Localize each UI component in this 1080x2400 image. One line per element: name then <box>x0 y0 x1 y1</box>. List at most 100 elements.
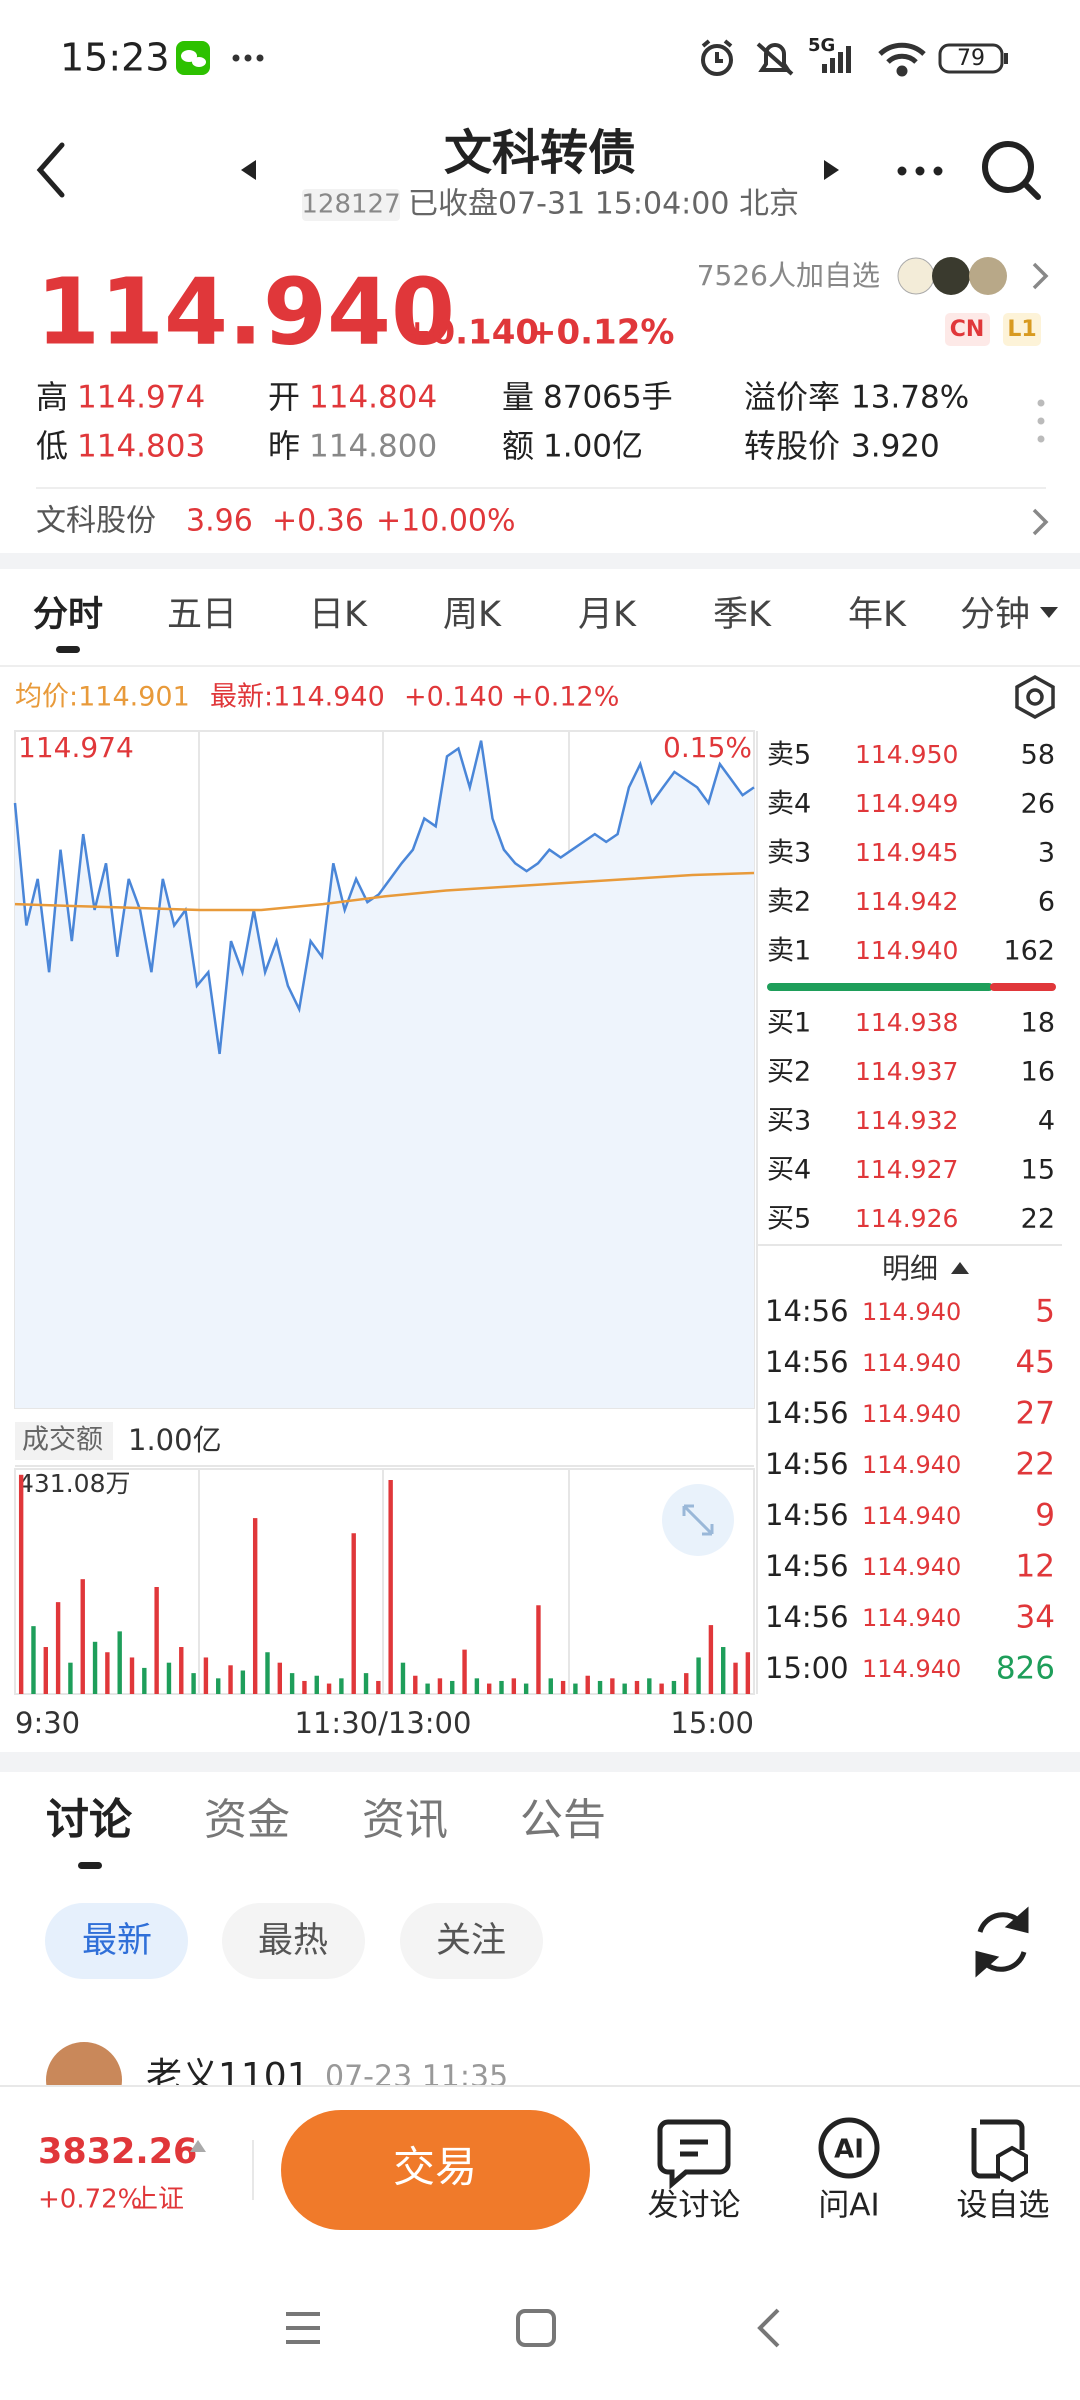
volume-bar <box>474 1678 480 1694</box>
trade-price: 114.940 <box>862 1349 961 1377</box>
y-tick-label: 114.974 <box>18 731 134 764</box>
more-dots <box>232 54 264 62</box>
discussion-tab[interactable]: 资金 <box>204 1796 290 1846</box>
trade-volume: 34 <box>1016 1600 1055 1636</box>
filter-pill[interactable] <box>45 1903 188 1979</box>
period-tab[interactable]: 五日 <box>167 595 237 635</box>
volume-bar <box>573 1683 578 1694</box>
search-button[interactable] <box>982 141 1041 200</box>
underlying-price: 3.96 <box>186 504 253 539</box>
volume-bar <box>179 1647 184 1694</box>
volume-bar <box>43 1647 48 1694</box>
trade-time: 14:56 <box>765 1396 849 1430</box>
discussion-tab[interactable]: 资讯 <box>362 1796 448 1846</box>
underlying-name[interactable]: 文科股份 <box>36 504 156 539</box>
ask-volume: 3 <box>1038 838 1055 869</box>
volume-bar <box>721 1647 726 1694</box>
filter-pill[interactable] <box>400 1903 543 1979</box>
stat-label: 低 <box>36 427 68 465</box>
trades-title[interactable]: 明细 <box>882 1252 938 1285</box>
bid-label: 买4 <box>767 1155 811 1186</box>
period-tab[interactable]: 分时 <box>33 595 103 635</box>
action-label[interactable]: 发讨论 <box>648 2188 741 2224</box>
ask-price: 114.949 <box>855 789 958 818</box>
volume-bar <box>684 1673 689 1694</box>
ask-volume: 162 <box>1003 936 1055 967</box>
volume-bar <box>708 1625 714 1694</box>
bid-volume: 16 <box>1021 1057 1055 1088</box>
x-tick-label: 11:30/13:00 <box>295 1706 472 1740</box>
index-value: 3832.26 <box>38 2132 197 2172</box>
bid-label: 买2 <box>767 1057 811 1088</box>
period-tab[interactable]: 年K <box>848 595 907 635</box>
x-tick-label: 15:00 <box>670 1706 754 1740</box>
chevron[interactable] <box>1032 262 1049 290</box>
bid-label: 买1 <box>767 1008 811 1039</box>
volume-total: 1.00亿 <box>128 1423 222 1457</box>
discussion-tab[interactable]: 公告 <box>520 1796 606 1846</box>
trade-volume: 9 <box>1035 1498 1055 1534</box>
more-button[interactable] <box>897 166 943 176</box>
bid-price: 114.937 <box>855 1057 958 1086</box>
volume-bar <box>622 1683 627 1694</box>
avatar <box>897 257 935 295</box>
stat-value: 13.78% <box>851 380 969 416</box>
tab-indicator <box>78 1862 102 1869</box>
volume-bar <box>129 1657 135 1694</box>
ask-label: 卖2 <box>767 887 811 918</box>
more-stats[interactable] <box>1037 399 1045 443</box>
period-tab[interactable]: 周K <box>443 595 502 635</box>
trade-price: 114.940 <box>862 1400 961 1428</box>
volume-bar <box>536 1605 541 1694</box>
watchlist-icon <box>971 2119 1025 2179</box>
stat-value: 3.920 <box>851 429 940 465</box>
bid-price: 114.938 <box>855 1008 958 1037</box>
volume-bar <box>203 1657 209 1694</box>
action-label[interactable]: 问AI <box>818 2188 879 2224</box>
avatar <box>932 257 970 295</box>
volume-bar <box>92 1641 98 1694</box>
ask-volume: 6 <box>1038 887 1055 918</box>
filter-label[interactable]: 最热 <box>258 1921 328 1961</box>
action-label[interactable]: 设自选 <box>957 2188 1050 2224</box>
volume-bar <box>339 1678 344 1694</box>
bid-volume: 18 <box>1021 1008 1055 1039</box>
period-tab[interactable]: 季K <box>713 595 772 635</box>
ask-price: 114.950 <box>855 740 958 769</box>
settings-button[interactable] <box>1015 674 1055 720</box>
ask-label: 卖3 <box>767 838 811 869</box>
badge <box>945 313 990 346</box>
period-tab[interactable]: 日K <box>309 595 368 635</box>
latest-change-pct: +0.12% <box>511 682 619 713</box>
period-tab[interactable]: 分钟 <box>960 595 1030 635</box>
prev-button[interactable] <box>241 160 256 180</box>
trade-time: 15:00 <box>765 1651 849 1685</box>
bid-price: 114.926 <box>855 1204 958 1233</box>
back-button[interactable] <box>36 142 65 198</box>
next-button[interactable] <box>824 160 839 180</box>
nav-home[interactable] <box>516 2309 556 2347</box>
filter-label[interactable]: 最新 <box>82 1921 152 1961</box>
nav-back[interactable] <box>757 2308 780 2348</box>
volume-bar <box>560 1680 566 1694</box>
trade-button[interactable] <box>281 2110 590 2230</box>
trade-volume: 45 <box>1016 1345 1055 1381</box>
chevron[interactable] <box>1032 508 1049 536</box>
trade-label[interactable]: 交易 <box>393 2143 477 2192</box>
volume-bar <box>486 1683 492 1694</box>
battery-icon <box>1004 53 1008 64</box>
trade-price: 114.940 <box>862 1655 961 1683</box>
volume-bar <box>745 1652 751 1694</box>
period-tab[interactable]: 月K <box>578 595 637 635</box>
volume-bar <box>413 1675 418 1694</box>
trade-price: 114.940 <box>862 1298 961 1326</box>
ask-label: 卖4 <box>767 789 811 820</box>
trade-price: 114.940 <box>862 1553 961 1581</box>
filter-pill[interactable] <box>222 1903 365 1979</box>
stat-label: 额 <box>502 427 534 465</box>
refresh-button[interactable] <box>975 1906 1029 1978</box>
volume-bar <box>585 1675 590 1694</box>
nav-menu[interactable] <box>286 2312 320 2344</box>
filter-label[interactable]: 关注 <box>436 1921 506 1961</box>
discussion-tab[interactable]: 讨论 <box>46 1796 133 1846</box>
